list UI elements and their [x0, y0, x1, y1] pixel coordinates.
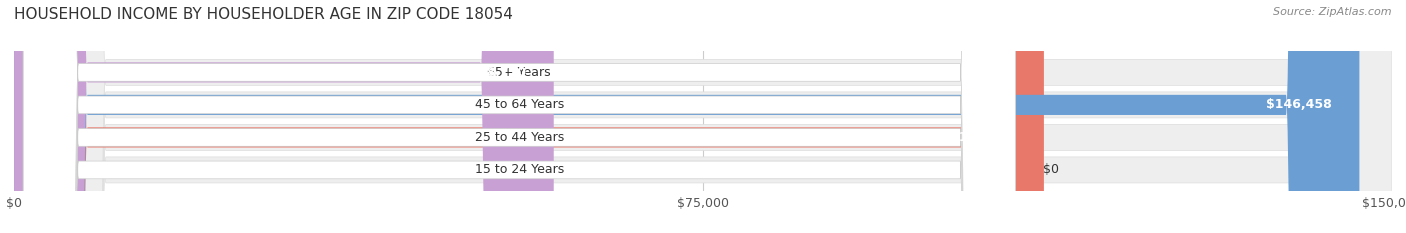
FancyBboxPatch shape [14, 0, 1392, 233]
FancyBboxPatch shape [24, 0, 1015, 233]
FancyBboxPatch shape [24, 0, 1015, 233]
Text: HOUSEHOLD INCOME BY HOUSEHOLDER AGE IN ZIP CODE 18054: HOUSEHOLD INCOME BY HOUSEHOLDER AGE IN Z… [14, 7, 513, 22]
FancyBboxPatch shape [24, 0, 1015, 233]
FancyBboxPatch shape [14, 0, 554, 233]
FancyBboxPatch shape [14, 0, 1043, 233]
Text: Source: ZipAtlas.com: Source: ZipAtlas.com [1274, 7, 1392, 17]
FancyBboxPatch shape [24, 0, 1015, 233]
Text: 45 to 64 Years: 45 to 64 Years [475, 98, 564, 111]
FancyBboxPatch shape [14, 0, 1392, 233]
FancyBboxPatch shape [14, 0, 1360, 233]
Text: 15 to 24 Years: 15 to 24 Years [475, 163, 564, 176]
FancyBboxPatch shape [14, 0, 1392, 233]
FancyBboxPatch shape [14, 0, 1392, 233]
Text: $58,750: $58,750 [470, 66, 526, 79]
Text: $0: $0 [1043, 163, 1059, 176]
Text: $146,458: $146,458 [1265, 98, 1331, 111]
Text: $112,112: $112,112 [950, 131, 1017, 144]
Text: 25 to 44 Years: 25 to 44 Years [475, 131, 564, 144]
Text: 65+ Years: 65+ Years [488, 66, 551, 79]
